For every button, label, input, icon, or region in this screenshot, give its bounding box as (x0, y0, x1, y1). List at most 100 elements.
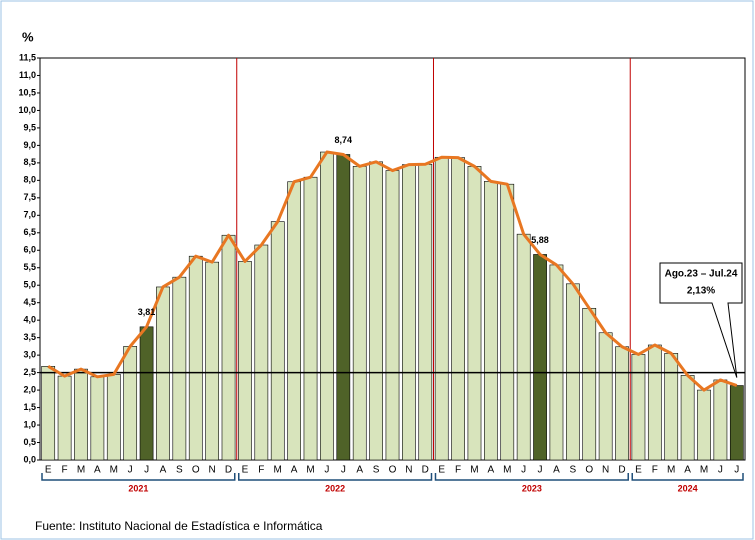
bar (615, 346, 629, 461)
y-tick-label: 2,5 (23, 367, 36, 377)
bar (106, 374, 121, 461)
bar (647, 344, 662, 461)
x-tick-label: M (503, 465, 511, 476)
x-tick-label: M (306, 465, 314, 476)
x-tick-label: J (324, 465, 329, 476)
x-tick-label: M (700, 465, 708, 476)
y-tick-label: 6,0 (23, 245, 36, 255)
bar (713, 379, 728, 461)
x-tick-label: O (389, 465, 397, 476)
year-bracket (631, 473, 744, 481)
y-tick-label: 7,5 (23, 192, 36, 202)
x-tick-label: F (652, 465, 658, 476)
x-tick-label: J (538, 465, 543, 476)
year-bracket (434, 473, 629, 481)
y-tick-label: 4,5 (23, 297, 36, 307)
callout-title: Ago.23 – Jul.24 (665, 269, 738, 280)
x-tick-label: J (144, 465, 149, 476)
y-tick-label: 0,0 (23, 454, 36, 464)
data-label: 3,81 (138, 307, 156, 317)
bar (336, 154, 351, 461)
x-tick-label: S (176, 465, 183, 476)
x-tick-label: D (618, 465, 625, 476)
trend-line (47, 150, 738, 392)
x-tick-label: J (734, 465, 739, 476)
x-tick-label: E (635, 465, 642, 476)
bar (74, 368, 88, 461)
bar (254, 244, 269, 461)
x-tick-label: O (585, 465, 593, 476)
bar (57, 375, 72, 461)
year-bracket (237, 473, 433, 481)
x-tick-label: A (356, 465, 363, 476)
x-tick-label: E (45, 465, 52, 476)
bar (385, 170, 400, 461)
bar (451, 157, 465, 461)
x-tick-label: N (602, 465, 609, 476)
x-tick-label: A (553, 465, 560, 476)
bar (582, 307, 597, 461)
bar (598, 332, 613, 461)
x-tick-label: N (405, 465, 412, 476)
bar (352, 166, 367, 461)
year-label: 2022 (325, 483, 345, 493)
x-tick-label: E (438, 465, 445, 476)
y-tick-label: 7,0 (23, 210, 36, 220)
x-tick-label: M (470, 465, 478, 476)
y-tick-label: 5,5 (23, 262, 36, 272)
year-label: 2023 (522, 483, 542, 493)
y-tick-label: 11,0 (19, 70, 36, 80)
y-tick-label: 9,0 (23, 140, 36, 150)
y-axis-label: % (22, 29, 34, 44)
x-tick-label: E (242, 465, 249, 476)
bar (238, 261, 252, 461)
bar (500, 183, 515, 461)
x-tick-label: A (160, 465, 167, 476)
data-label: 5,88 (531, 235, 549, 245)
x-tick-label: F (62, 465, 68, 476)
x-tick-label: A (94, 465, 101, 476)
x-tick-label: S (570, 465, 577, 476)
bar (369, 161, 383, 461)
x-tick-label: A (488, 465, 495, 476)
bar (402, 164, 416, 461)
bar (697, 389, 711, 461)
bar (418, 163, 433, 461)
y-tick-label: 5,0 (23, 280, 36, 290)
y-tick-label: 9,5 (23, 122, 36, 132)
bar (631, 354, 646, 461)
bar (303, 176, 318, 461)
bar (484, 181, 498, 461)
year-label: 2024 (678, 483, 698, 493)
bar (205, 261, 220, 461)
bar (90, 376, 105, 461)
data-label: 8,74 (335, 135, 353, 145)
bar (320, 151, 334, 461)
x-tick-label: J (718, 465, 723, 476)
bar (139, 326, 154, 461)
x-tick-label: J (341, 465, 346, 476)
x-tick-label: N (209, 465, 216, 476)
y-tick-label: 8,5 (23, 157, 36, 167)
bar (172, 276, 187, 461)
bar (287, 181, 301, 461)
year-bracket (41, 473, 236, 481)
y-tick-label: 2,0 (23, 384, 36, 394)
bar (680, 375, 695, 461)
y-tick-label: 3,5 (23, 332, 36, 342)
x-tick-label: A (684, 465, 691, 476)
bar (41, 366, 56, 461)
bar (434, 156, 449, 461)
bar (516, 233, 531, 461)
y-tick-label: 11,5 (19, 52, 36, 62)
x-tick-label: O (192, 465, 200, 476)
x-tick-label: J (521, 465, 526, 476)
bar (221, 234, 236, 461)
callout (659, 262, 743, 378)
y-tick-label: 0,5 (23, 437, 36, 447)
x-tick-label: D (422, 465, 429, 476)
bar (270, 221, 285, 461)
y-tick-label: 1,5 (23, 402, 36, 412)
bar (123, 346, 138, 461)
